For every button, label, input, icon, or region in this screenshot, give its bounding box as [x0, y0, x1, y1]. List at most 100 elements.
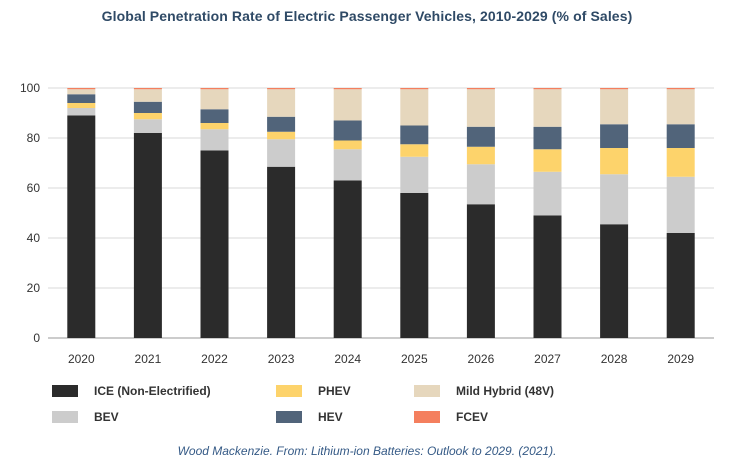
- x-tick-label: 2022: [201, 352, 228, 366]
- bar-segment-phev-2027: [533, 149, 562, 172]
- legend-swatch-ice: [52, 385, 78, 397]
- legend-item-hev: HEV: [276, 410, 343, 424]
- y-tick-label: 100: [20, 81, 40, 95]
- bar-segment-bev-2028: [600, 174, 629, 225]
- bar-segment-mild-2026: [466, 89, 495, 127]
- bar-segment-ice-2026: [466, 204, 495, 338]
- bar-segment-bev-2029: [666, 176, 695, 233]
- bar-segment-fcev-2024: [333, 88, 362, 90]
- bar-segment-hev-2026: [466, 126, 495, 147]
- bar-segment-bev-2024: [333, 149, 362, 181]
- bar-segment-mild-2028: [600, 89, 629, 125]
- bar-segment-mild-2023: [267, 89, 296, 117]
- bar-segment-phev-2021: [133, 113, 162, 120]
- x-tick-label: 2024: [334, 352, 361, 366]
- x-tick-label: 2021: [135, 352, 162, 366]
- bar-segment-bev-2025: [400, 156, 429, 193]
- bar-segment-fcev-2022: [200, 88, 229, 90]
- bar-segment-hev-2025: [400, 125, 429, 145]
- legend-label-phev: PHEV: [318, 384, 351, 398]
- bar-segment-mild-2020: [67, 89, 96, 95]
- bar-segment-phev-2029: [666, 148, 695, 177]
- bar-segment-ice-2020: [67, 115, 96, 338]
- x-tick-label: 2029: [667, 352, 694, 366]
- bar-segment-ice-2023: [267, 166, 296, 338]
- chart-title: Global Penetration Rate of Electric Pass…: [101, 8, 633, 24]
- legend-item-ice: ICE (Non-Electrified): [52, 384, 211, 398]
- y-tick-label: 0: [33, 331, 40, 345]
- bars: [67, 88, 695, 338]
- x-tick-label: 2028: [601, 352, 628, 366]
- bar-segment-mild-2025: [400, 89, 429, 126]
- bar-segment-bev-2022: [200, 129, 229, 151]
- bar-segment-fcev-2023: [267, 88, 296, 90]
- bar-segment-phev-2022: [200, 123, 229, 130]
- bar-segment-hev-2023: [267, 116, 296, 132]
- legend-label-mild-hybrid: Mild Hybrid (48V): [456, 384, 555, 398]
- bar-segment-bev-2021: [133, 119, 162, 133]
- bar-segment-mild-2027: [533, 89, 562, 127]
- bar-segment-fcev-2020: [67, 88, 96, 90]
- legend-swatch-phev: [276, 385, 302, 397]
- x-tick-label: 2020: [68, 352, 95, 366]
- bar-segment-bev-2026: [466, 164, 495, 205]
- x-tick-label: 2023: [268, 352, 295, 366]
- bar-segment-bev-2027: [533, 171, 562, 216]
- bar-segment-ice-2025: [400, 193, 429, 338]
- bar-segment-phev-2028: [600, 148, 629, 175]
- bar-segment-fcev-2029: [666, 88, 695, 90]
- bar-segment-bev-2020: [67, 108, 96, 116]
- bar-segment-phev-2025: [400, 144, 429, 157]
- bar-segment-fcev-2027: [533, 88, 562, 90]
- bar-segment-phev-2023: [267, 131, 296, 140]
- bar-segment-fcev-2026: [466, 88, 495, 90]
- legend-item-mild-hybrid: Mild Hybrid (48V): [414, 384, 554, 398]
- legend-item-phev: PHEV: [276, 384, 351, 398]
- y-tick-label: 60: [27, 181, 41, 195]
- bar-segment-mild-2021: [133, 89, 162, 102]
- legend-swatch-bev: [52, 411, 78, 423]
- source-caption: Wood Mackenzie. From: Lithium-ion Batter…: [177, 444, 557, 458]
- legend: ICE (Non-Electrified) BEV PHEV HEV Mild …: [52, 384, 732, 432]
- bar-segment-hev-2027: [533, 126, 562, 150]
- bar-segment-mild-2029: [666, 89, 695, 125]
- bar-segment-ice-2024: [333, 180, 362, 338]
- legend-label-bev: BEV: [94, 410, 119, 424]
- bar-segment-mild-2022: [200, 89, 229, 110]
- bar-segment-fcev-2025: [400, 88, 429, 90]
- bar-segment-ice-2021: [133, 133, 162, 338]
- legend-item-fcev: FCEV: [414, 410, 488, 424]
- bar-segment-hev-2020: [67, 94, 96, 103]
- bar-segment-mild-2024: [333, 89, 362, 121]
- bar-segment-fcev-2028: [600, 88, 629, 90]
- bar-segment-hev-2024: [333, 120, 362, 141]
- legend-swatch-fcev: [414, 411, 440, 423]
- bar-segment-bev-2023: [267, 139, 296, 167]
- legend-item-bev: BEV: [52, 410, 119, 424]
- bar-segment-fcev-2021: [133, 88, 162, 90]
- y-tick-label: 20: [27, 281, 41, 295]
- x-tick-label: 2027: [534, 352, 561, 366]
- bar-segment-ice-2028: [600, 224, 629, 338]
- bar-segment-phev-2024: [333, 140, 362, 150]
- y-tick-label: 80: [27, 131, 41, 145]
- bar-segment-phev-2020: [67, 103, 96, 108]
- y-tick-label: 40: [27, 231, 41, 245]
- bar-segment-phev-2026: [466, 146, 495, 165]
- bar-segment-ice-2029: [666, 233, 695, 338]
- legend-label-fcev: FCEV: [456, 410, 489, 424]
- legend-label-ice: ICE (Non-Electrified): [94, 384, 211, 398]
- bar-segment-hev-2029: [666, 124, 695, 148]
- bar-segment-hev-2028: [600, 124, 629, 148]
- legend-swatch-mild-hybrid: [414, 385, 440, 397]
- legend-label-hev: HEV: [318, 410, 343, 424]
- bar-segment-hev-2022: [200, 109, 229, 123]
- bar-segment-hev-2021: [133, 101, 162, 113]
- bar-segment-ice-2022: [200, 150, 229, 338]
- stacked-bar-chart: 0 20 40 60 80 100 2020 2021 2022 2023 2024 2025 2026…: [20, 81, 714, 366]
- axes: 0 20 40 60 80 100 2020 2021 2022 2023 2024 2025 2026…: [20, 81, 694, 366]
- bar-segment-ice-2027: [533, 215, 562, 338]
- x-tick-label: 2026: [468, 352, 495, 366]
- legend-swatch-hev: [276, 411, 302, 423]
- x-tick-label: 2025: [401, 352, 428, 366]
